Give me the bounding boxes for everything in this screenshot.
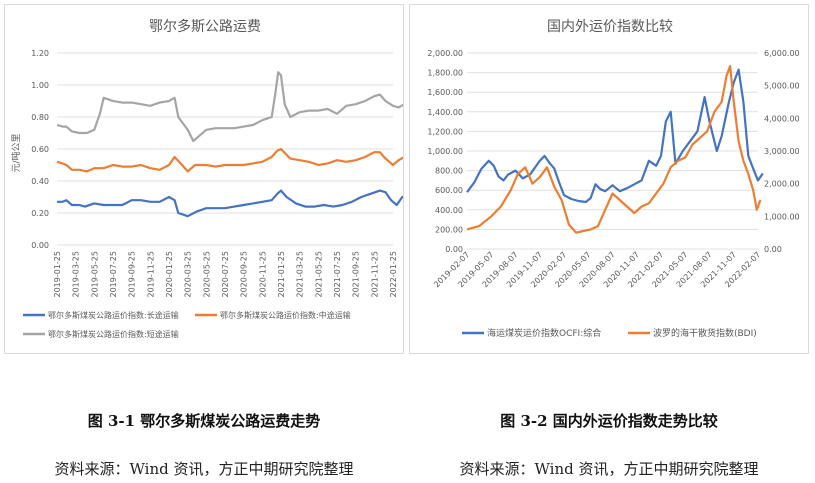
y-right-tick-label: 2,000.00 <box>764 180 800 189</box>
x-tick-label: 2021-09-25 <box>352 251 361 298</box>
y-right-tick-label: 0.00 <box>764 245 782 254</box>
legend-label: 海运煤炭运价指数OCFI:综合 <box>487 327 601 339</box>
y-left-tick-label: 0.00 <box>445 245 463 254</box>
chart-right-title: 国内外运价指数比较 <box>547 19 673 35</box>
chart-left-ylabel: 元/吨公里 <box>10 133 22 172</box>
series-line <box>56 147 403 173</box>
y-tick-label: 1.20 <box>31 49 49 58</box>
y-right-tick-label: 5,000.00 <box>764 82 800 91</box>
x-tick-label: 2021-05-25 <box>314 251 323 298</box>
y-left-tick-label: 1,200.00 <box>427 127 463 136</box>
y-tick-label: 1.00 <box>31 81 49 90</box>
x-tick-label: 2020-03-25 <box>184 251 193 298</box>
y-left-tick-label: 600.00 <box>435 186 463 195</box>
y-tick-label: 0.80 <box>31 113 49 122</box>
chart-left: 鄂尔多斯公路运费 0.00 0.20 0.40 0.60 0.80 1.00 1.20 20… <box>4 4 404 354</box>
y-left-tick-label: 1,000.00 <box>427 147 463 156</box>
series-line <box>466 65 762 234</box>
x-tick-label: 2022-01-25 <box>389 251 398 298</box>
x-tick-label: 2021-11-25 <box>370 251 379 298</box>
x-tick-label: 2020-11-25 <box>258 251 267 298</box>
y-right-tick-label: 4,000.00 <box>764 114 800 123</box>
series-line <box>466 68 764 204</box>
legend-label: 鄂尔多斯煤炭公路运价指数:长途运输 <box>48 310 179 320</box>
right-source-note: 资料来源：Wind 资讯，方正中期研究院整理 <box>459 460 759 478</box>
left-source-note: 资料来源：Wind 资讯，方正中期研究院整理 <box>54 460 354 478</box>
left-figure-caption: 图 3-1 鄂尔多斯煤炭公路运费走势 <box>87 412 321 430</box>
y-left-tick-label: 1,800.00 <box>427 69 463 78</box>
series-line <box>57 189 403 218</box>
x-tick-label: 2020-07-25 <box>221 251 230 298</box>
x-tick-label: 2021-03-25 <box>296 251 305 298</box>
x-tick-label: 2019-09-25 <box>128 251 137 298</box>
y-right-tick-label: 1,000.00 <box>764 212 800 221</box>
chart-left-title: 鄂尔多斯公路运费 <box>149 18 261 35</box>
series-line <box>56 71 403 143</box>
x-tick-label: 2019-11-25 <box>146 251 155 298</box>
x-tick-label: 2019-03-25 <box>72 251 81 298</box>
x-tick-label: 2020-01-25 <box>165 251 174 298</box>
y-left-tick-label: 1,600.00 <box>427 88 463 97</box>
y-tick-label: 0.00 <box>31 241 49 250</box>
x-tick-label: 2021-01-25 <box>277 251 286 298</box>
legend-label: 鄂尔多斯煤炭公路运价指数:短途运输 <box>48 329 179 339</box>
legend-label: 波罗的海干散货指数(BDI) <box>653 327 757 339</box>
x-tick-label: 2019-07-25 <box>109 251 118 298</box>
y-left-tick-label: 1,400.00 <box>427 108 463 117</box>
y-tick-label: 0.40 <box>31 177 49 186</box>
right-figure-caption: 图 3-2 国内外运价指数走势比较 <box>500 412 718 430</box>
chart-right: 国内外运价指数比较 0.00 200.00 400.00 600.00 800.00 1,… <box>409 4 809 354</box>
legend-label: 鄂尔多斯煤炭公路运价指数:中途运输 <box>220 310 351 320</box>
x-tick-label: 2021-07-25 <box>333 251 342 298</box>
y-left-tick-label: 200.00 <box>435 225 463 234</box>
x-tick-label: 2020-09-25 <box>240 251 249 298</box>
x-tick-label: 2020-05-25 <box>202 251 211 298</box>
x-tick-label: 2019-05-25 <box>90 251 99 298</box>
y-tick-label: 0.60 <box>31 145 49 154</box>
y-left-tick-label: 2,000.00 <box>427 49 463 58</box>
y-right-tick-label: 6,000.00 <box>764 49 800 58</box>
y-left-tick-label: 800.00 <box>435 167 463 176</box>
y-right-tick-label: 3,000.00 <box>764 147 800 156</box>
x-tick-label: 2019-01-25 <box>53 251 62 298</box>
y-tick-label: 0.20 <box>31 209 49 218</box>
y-left-tick-label: 400.00 <box>435 206 463 215</box>
